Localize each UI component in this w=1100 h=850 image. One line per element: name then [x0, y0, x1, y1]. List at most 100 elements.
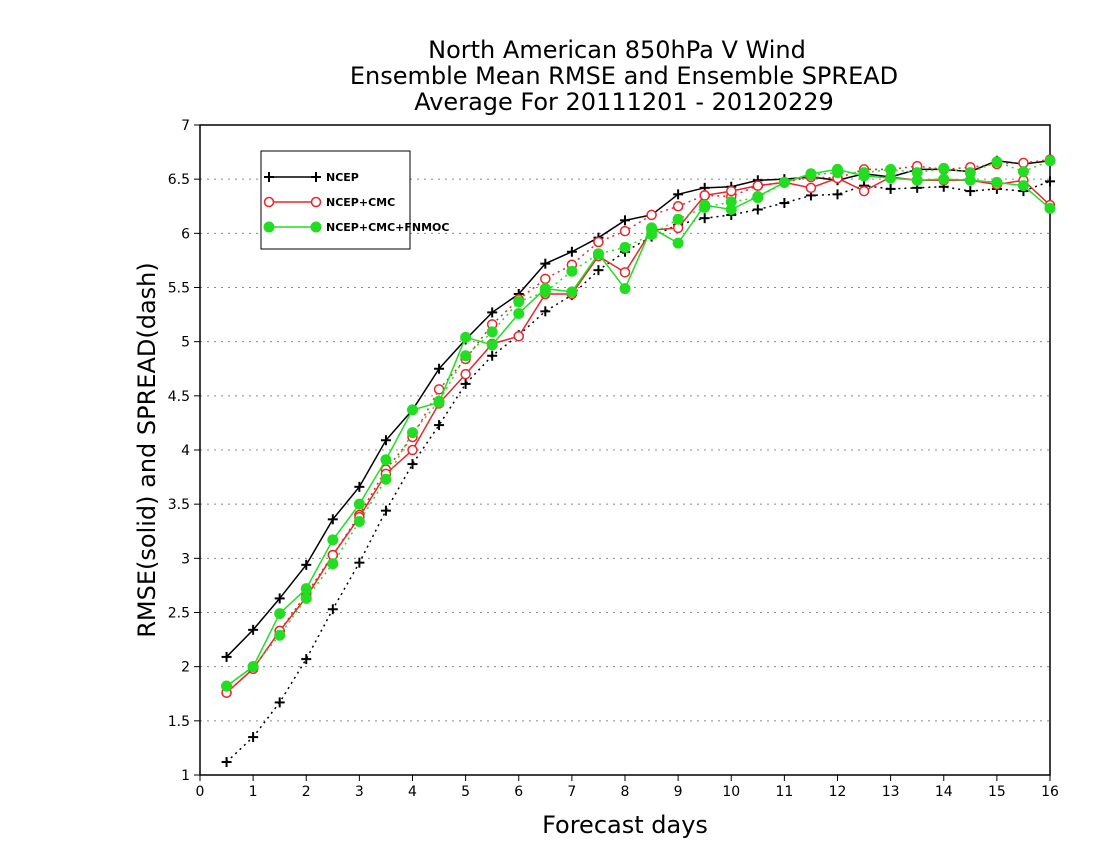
rmse-point-ncep-cmc-fnmoc: [911, 174, 923, 186]
rmse-point-ncep-cmc-fnmoc: [486, 339, 498, 351]
rmse-point-ncep: [434, 363, 445, 374]
spread-point-ncep: [752, 204, 763, 215]
rmse-point-ncep-cmc: [513, 331, 524, 342]
rmse-point-ncep-cmc-fnmoc: [380, 454, 392, 466]
rmse-point-ncep-cmc-fnmoc: [566, 286, 578, 298]
legend-item-ncep-cmc-fnmoc: NCEP+CMC+FNMOC: [263, 221, 449, 234]
y-tick-label: 7: [181, 118, 190, 134]
rmse-point-ncep: [221, 651, 232, 662]
y-tick-label: 6: [181, 226, 190, 242]
y-axis-label: RMSE(solid) and SPREAD(dash): [133, 262, 161, 638]
spread-point-ncep-cmc: [1018, 157, 1029, 169]
spread-point-ncep-cmc: [672, 201, 684, 212]
rmse-point-ncep-cmc-fnmoc: [327, 534, 339, 546]
y-tick-label: 3: [181, 551, 190, 567]
y-tick-label: 5.5: [168, 281, 190, 297]
spread-point-ncep: [380, 505, 391, 516]
rmse-point-ncep-cmc-fnmoc: [805, 168, 817, 180]
x-tick-label: 16: [1041, 784, 1059, 800]
spread-point-ncep-cmc-fnmoc: [327, 558, 339, 570]
rmse-point-ncep: [487, 307, 498, 318]
y-tick-label: 4: [181, 443, 190, 459]
spread-point-ncep: [407, 459, 418, 470]
spread-point-ncep-cmc: [433, 384, 445, 395]
rmse-point-ncep-cmc-fnmoc: [778, 176, 790, 188]
rmse-point-ncep-cmc-fnmoc: [353, 498, 365, 510]
rmse-point-ncep-cmc-fnmoc: [300, 583, 312, 595]
rmse-point-ncep: [354, 481, 365, 492]
rmse-point-ncep-cmc-fnmoc: [672, 237, 684, 249]
spread-point-ncep-cmc-fnmoc: [566, 265, 578, 277]
legend-item-ncep: NCEP: [264, 171, 359, 184]
x-tick-label: 0: [196, 784, 205, 800]
rmse-point-ncep-cmc-fnmoc: [646, 222, 658, 234]
x-tick-label: 11: [775, 784, 793, 800]
spread-point-ncep-cmc: [619, 225, 631, 237]
rmse-point-ncep-cmc-fnmoc: [592, 248, 604, 260]
x-tick-label: 13: [882, 784, 900, 800]
series-layer: [221, 154, 1056, 767]
spread-point-ncep-cmc-fnmoc: [938, 162, 950, 174]
rmse-point-ncep: [274, 593, 285, 604]
rmse-point-ncep-cmc-fnmoc: [991, 176, 1003, 188]
y-tick-label: 5: [181, 335, 190, 351]
spread-point-ncep: [327, 604, 338, 615]
x-axis-label: Forecast days: [542, 811, 708, 839]
legend-marker: [311, 172, 321, 182]
y-tick-label: 6.5: [168, 172, 190, 188]
spread-point-ncep: [487, 350, 498, 361]
y-tick-label: 2: [181, 660, 190, 676]
x-tick-label: 15: [988, 784, 1006, 800]
spread-point-ncep: [699, 213, 710, 224]
y-tick-label: 1.5: [168, 714, 190, 730]
spread-point-ncep-cmc-fnmoc: [300, 592, 312, 604]
legend-marker: [310, 196, 322, 208]
rmse-point-ncep-cmc-fnmoc: [274, 608, 286, 620]
x-axis-ticks: 0 1 2 3 4 5 6 7 8 9 10 11 12 13 14 15 16: [196, 775, 1059, 800]
spread-point-ncep-cmc-fnmoc: [619, 241, 631, 253]
rmse-point-ncep-cmc-fnmoc: [725, 204, 737, 215]
y-tick-label: 3.5: [168, 497, 190, 513]
spread-point-ncep-cmc-fnmoc: [486, 326, 498, 338]
chart-title-line-1: North American 850hPa V Wind: [428, 36, 806, 64]
y-axis-ticks: 1 1.5 2 2.5 3 3.5 4 4.5 5 5.5 6 6.5 7: [168, 118, 200, 784]
x-tick-label: 9: [674, 784, 683, 800]
rmse-point-ncep-cmc-fnmoc: [433, 396, 445, 408]
spread-point-ncep: [354, 557, 365, 568]
rmse-point-ncep-cmc-fnmoc: [539, 283, 551, 295]
spread-point-ncep: [965, 186, 976, 197]
spread-point-ncep-cmc-fnmoc: [1044, 155, 1056, 167]
y-tick-label: 2.5: [168, 606, 190, 622]
spread-point-ncep: [460, 378, 471, 389]
legend-marker: [263, 196, 275, 208]
spread-line-ncep: [226, 180, 1051, 763]
rmse-point-ncep-cmc-fnmoc: [885, 172, 897, 184]
rmse-point-ncep: [248, 624, 259, 635]
rmse-point-ncep-cmc-fnmoc: [1044, 202, 1056, 214]
y-tick-label: 1: [181, 768, 190, 784]
spread-point-ncep: [301, 654, 312, 665]
rmse-point-ncep: [301, 559, 312, 570]
x-tick-label: 14: [935, 784, 953, 800]
rmse-point-ncep-cmc-fnmoc: [752, 191, 764, 202]
legend-marker: [264, 172, 274, 182]
spread-point-ncep: [1045, 176, 1055, 187]
rmse-point-ncep-cmc: [460, 368, 471, 380]
legend-box: [260, 150, 411, 250]
rmse-point-ncep: [540, 258, 551, 269]
rmse-point-ncep-cmc: [619, 267, 631, 278]
legend-label: NCEP+CMC: [326, 196, 395, 209]
rmse-point-ncep: [566, 246, 577, 257]
spread-point-ncep: [540, 306, 551, 317]
rmse-point-ncep-cmc-fnmoc: [247, 661, 259, 673]
spread-point-ncep-cmc-fnmoc: [460, 350, 472, 362]
rmse-point-ncep: [327, 514, 338, 525]
legend-label: NCEP+CMC+FNMOC: [326, 221, 449, 234]
rmse-point-ncep-cmc-fnmoc: [832, 163, 843, 175]
x-tick-label: 5: [461, 784, 470, 800]
rmse-point-ncep-cmc-fnmoc: [964, 174, 976, 186]
spread-point-ncep-cmc: [646, 209, 657, 221]
x-tick-label: 4: [408, 784, 417, 800]
rmse-point-ncep-cmc-fnmoc: [858, 170, 870, 182]
